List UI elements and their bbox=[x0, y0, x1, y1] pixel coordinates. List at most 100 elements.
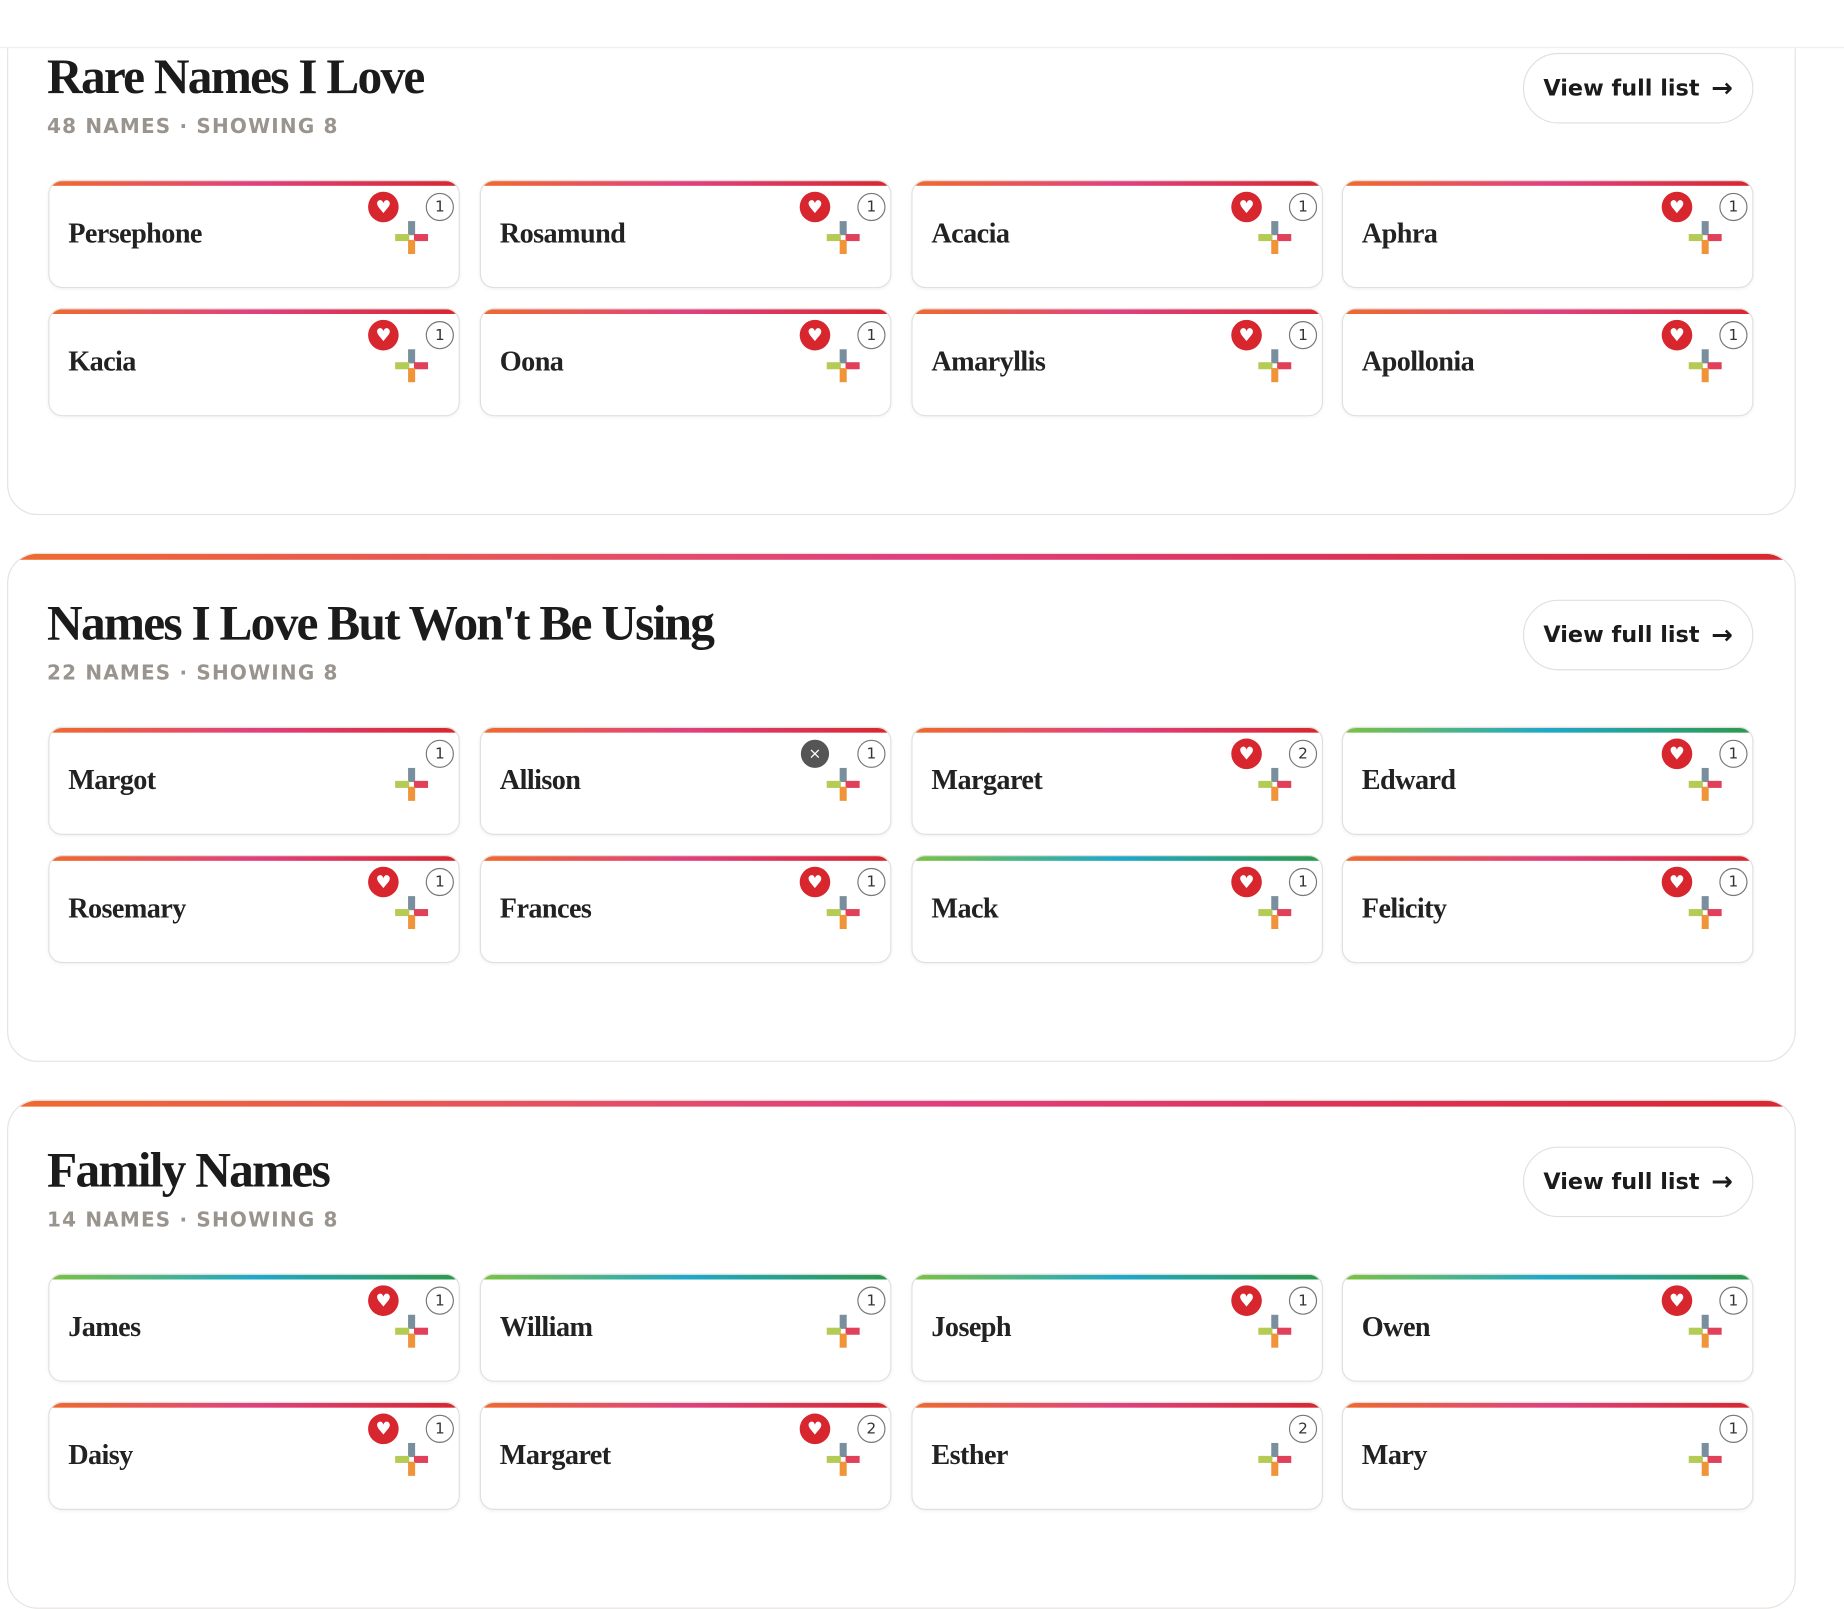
name-card[interactable]: Owen 1 ♥ bbox=[1341, 1273, 1754, 1382]
name-card[interactable]: Acacia 1 ♥ bbox=[911, 179, 1323, 289]
remove-badge[interactable]: × bbox=[800, 739, 830, 768]
heart-badge[interactable]: ♥ bbox=[1661, 191, 1693, 223]
card-name: Amaryllis bbox=[931, 346, 1046, 378]
icon-arm bbox=[408, 1314, 416, 1329]
add-icon[interactable] bbox=[393, 347, 431, 385]
view-full-list-button[interactable]: View full list → bbox=[1522, 1146, 1754, 1218]
add-icon[interactable] bbox=[824, 766, 862, 804]
add-icon[interactable] bbox=[1256, 219, 1294, 257]
add-icon[interactable] bbox=[393, 1312, 431, 1350]
vote-count: 1 bbox=[1719, 1286, 1748, 1315]
name-card[interactable]: Rosamund 1 ♥ bbox=[479, 179, 892, 289]
name-card[interactable]: Aphra 1 ♥ bbox=[1341, 179, 1754, 289]
view-full-list-button[interactable]: View full list → bbox=[1522, 52, 1754, 124]
card-name: Kacia bbox=[68, 346, 136, 378]
add-icon[interactable] bbox=[393, 1441, 431, 1479]
section-accent bbox=[8, 553, 1795, 560]
heart-badge[interactable]: ♥ bbox=[799, 191, 831, 223]
add-icon[interactable] bbox=[1686, 1312, 1724, 1350]
icon-arm bbox=[1701, 1333, 1709, 1348]
heart-badge[interactable]: ♥ bbox=[1661, 1285, 1693, 1316]
add-icon[interactable] bbox=[824, 219, 862, 257]
add-icon[interactable] bbox=[1686, 1441, 1724, 1479]
vote-count: 2 bbox=[857, 1414, 886, 1443]
heart-badge[interactable]: ♥ bbox=[368, 866, 399, 898]
name-card[interactable]: James 1 ♥ bbox=[48, 1273, 460, 1382]
section-title: Names I Love But Won't Be Using bbox=[47, 597, 715, 652]
heart-badge[interactable]: ♥ bbox=[1231, 319, 1262, 351]
heart-badge[interactable]: ♥ bbox=[799, 319, 831, 351]
name-card[interactable]: Felicity 1 ♥ bbox=[1341, 854, 1754, 964]
add-icon[interactable] bbox=[824, 347, 862, 385]
card-accent bbox=[49, 1274, 459, 1280]
name-card[interactable]: Mary 1 bbox=[1341, 1401, 1754, 1510]
name-card[interactable]: Allison 1 × bbox=[479, 726, 892, 835]
add-icon[interactable] bbox=[1256, 894, 1294, 932]
heart-badge[interactable]: ♥ bbox=[1231, 1285, 1262, 1316]
name-card[interactable]: William 1 bbox=[479, 1273, 892, 1382]
heart-badge[interactable]: ♥ bbox=[368, 1285, 399, 1316]
name-card[interactable]: Margaret 2 ♥ bbox=[479, 1401, 892, 1510]
heart-badge[interactable]: ♥ bbox=[1661, 738, 1693, 770]
card-name: Allison bbox=[499, 765, 581, 797]
view-full-list-button[interactable]: View full list → bbox=[1522, 599, 1754, 671]
heart-badge[interactable]: ♥ bbox=[799, 866, 831, 898]
name-card[interactable]: Mack 1 ♥ bbox=[911, 854, 1323, 964]
card-name: Acacia bbox=[931, 218, 1010, 250]
heart-badge[interactable]: ♥ bbox=[1661, 319, 1693, 351]
heart-badge[interactable]: ♥ bbox=[799, 1413, 831, 1445]
icon-arm bbox=[1271, 1461, 1279, 1476]
icon-arm bbox=[408, 1442, 416, 1458]
add-icon[interactable] bbox=[393, 766, 431, 804]
heart-badge[interactable]: ♥ bbox=[368, 1413, 399, 1445]
name-card[interactable]: Edward 1 ♥ bbox=[1341, 726, 1754, 835]
add-icon[interactable] bbox=[1686, 894, 1724, 932]
name-card[interactable]: Oona 1 ♥ bbox=[479, 308, 892, 417]
icon-arm bbox=[1707, 780, 1722, 788]
header bbox=[0, 0, 1844, 49]
add-icon[interactable] bbox=[1256, 766, 1294, 804]
icon-arm bbox=[1701, 1461, 1709, 1476]
heart-badge[interactable]: ♥ bbox=[368, 319, 399, 351]
card-name: Margot bbox=[68, 765, 156, 797]
card-name: Margaret bbox=[499, 1440, 611, 1472]
heart-badge[interactable]: ♥ bbox=[368, 191, 399, 223]
add-icon[interactable] bbox=[824, 1312, 862, 1350]
name-card[interactable]: Margot 1 bbox=[48, 726, 460, 835]
add-icon[interactable] bbox=[1256, 1312, 1294, 1350]
add-icon[interactable] bbox=[1686, 347, 1724, 385]
add-icon[interactable] bbox=[393, 219, 431, 257]
arrow-icon: → bbox=[1711, 620, 1733, 650]
heart-badge[interactable]: ♥ bbox=[1231, 866, 1262, 898]
name-card[interactable]: Frances 1 ♥ bbox=[479, 854, 892, 964]
card-accent bbox=[1342, 181, 1753, 186]
card-name: Joseph bbox=[931, 1312, 1011, 1343]
add-icon[interactable] bbox=[1686, 766, 1724, 804]
heart-badge[interactable]: ♥ bbox=[1231, 738, 1262, 770]
icon-arm bbox=[1707, 362, 1722, 370]
name-card[interactable]: Esther 2 bbox=[911, 1401, 1323, 1510]
icon-arm bbox=[1277, 909, 1292, 917]
name-card[interactable]: Apollonia 1 ♥ bbox=[1341, 308, 1754, 417]
add-icon[interactable] bbox=[1256, 347, 1294, 385]
name-card[interactable]: Margaret 2 ♥ bbox=[911, 726, 1323, 835]
arrow-icon: → bbox=[1711, 1167, 1733, 1197]
card-accent bbox=[49, 309, 459, 314]
add-icon[interactable] bbox=[1256, 1441, 1294, 1479]
add-icon[interactable] bbox=[1686, 219, 1724, 257]
add-icon[interactable] bbox=[393, 894, 431, 932]
vote-count: 1 bbox=[857, 321, 886, 350]
name-card[interactable]: Joseph 1 ♥ bbox=[911, 1273, 1323, 1382]
add-icon[interactable] bbox=[824, 1441, 862, 1479]
card-accent bbox=[1342, 309, 1753, 314]
add-icon[interactable] bbox=[824, 894, 862, 932]
name-card[interactable]: Rosemary 1 ♥ bbox=[48, 854, 460, 964]
heart-badge[interactable]: ♥ bbox=[1231, 191, 1262, 223]
icon-arm bbox=[845, 1327, 860, 1335]
name-card[interactable]: Amaryllis 1 ♥ bbox=[911, 308, 1323, 417]
name-card[interactable]: Daisy 1 ♥ bbox=[48, 1401, 460, 1510]
name-card[interactable]: Kacia 1 ♥ bbox=[48, 308, 460, 417]
icon-arm bbox=[395, 909, 410, 917]
heart-badge[interactable]: ♥ bbox=[1661, 866, 1693, 898]
name-card[interactable]: Persephone 1 ♥ bbox=[48, 179, 460, 289]
